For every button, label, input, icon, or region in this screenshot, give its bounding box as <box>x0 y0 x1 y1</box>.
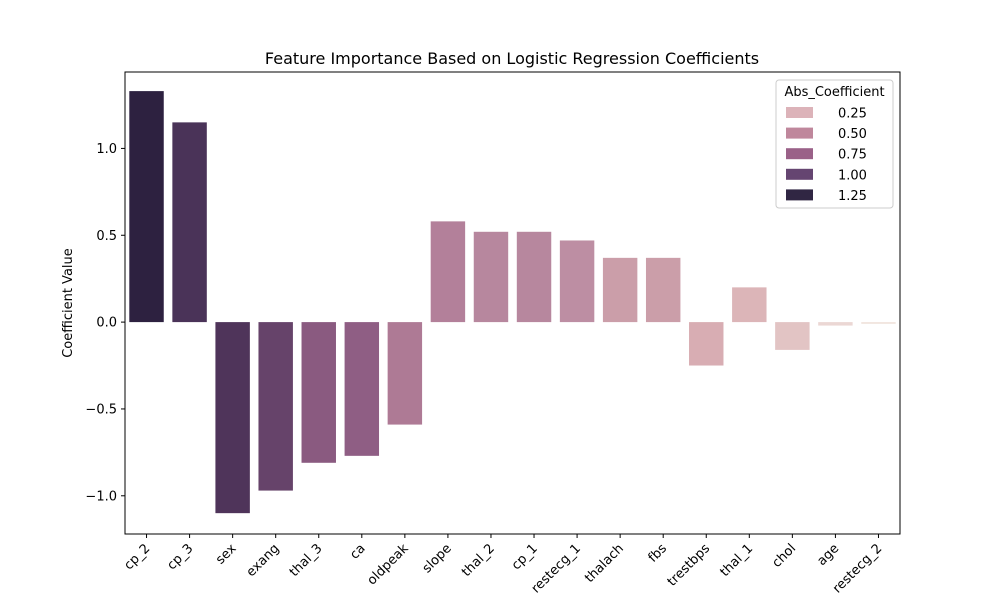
legend: Abs_Coefficient 0.25 0.50 0.75 1.00 1.25 <box>775 79 894 209</box>
legend-title: Abs_Coefficient <box>784 85 884 100</box>
legend-label: 0.75 <box>838 148 867 163</box>
x-tick-label: cp_3 <box>164 541 196 573</box>
x-tick-label: age <box>815 541 843 569</box>
x-tick-label: thal_1 <box>717 541 756 580</box>
bar-thal_1 <box>732 287 767 323</box>
bars-group <box>129 91 896 514</box>
x-tick-label: exang <box>244 541 283 580</box>
x-tick-label: thal_2 <box>459 541 498 580</box>
bar-ca <box>344 322 380 456</box>
plot-frame <box>124 71 901 535</box>
y-tick-label: −1.0 <box>85 489 117 504</box>
bar-thal_3 <box>301 322 336 463</box>
bar-cp_3 <box>172 122 207 323</box>
bar-thal_2 <box>473 231 509 323</box>
bar-cp_2 <box>129 91 164 323</box>
bar-slope <box>430 221 466 323</box>
x-tick-label: oldpeak <box>365 541 412 588</box>
bar-age <box>818 322 853 326</box>
bar-exang <box>258 322 293 491</box>
legend-swatch <box>786 168 813 180</box>
legend-swatch <box>786 189 813 201</box>
x-tick-label: thal_3 <box>287 541 326 580</box>
legend-swatch <box>786 148 813 160</box>
y-tick-label: 0.0 <box>96 316 117 331</box>
legend-label: 0.50 <box>838 127 867 142</box>
y-tick-label: 1.0 <box>96 142 117 157</box>
bar-trestbps <box>689 322 724 366</box>
legend-swatch <box>786 107 813 118</box>
x-tick-label: trestbps <box>665 541 713 589</box>
x-tick-label: cp_1 <box>509 541 541 573</box>
y-axis-ticks: −1.0 −0.5 0.0 0.5 1.0 <box>85 142 125 504</box>
legend-label: 1.25 <box>838 189 867 204</box>
legend-swatch <box>786 127 813 139</box>
legend-label: 1.00 <box>838 168 867 183</box>
bar-oldpeak <box>387 322 423 425</box>
y-tick-label: 0.5 <box>96 229 117 244</box>
chart-title: Feature Importance Based on Logistic Reg… <box>265 49 759 68</box>
y-tick-label: −0.5 <box>85 402 117 417</box>
legend-label: 0.25 <box>838 107 867 122</box>
bar-sex <box>215 322 250 514</box>
x-tick-label: sex <box>213 541 240 568</box>
bar-chol <box>775 322 810 350</box>
bar-thalach <box>602 257 638 323</box>
y-axis-label: Coefficient Value <box>61 248 76 358</box>
x-tick-label: slope <box>420 541 455 576</box>
bar-cp_1 <box>516 231 552 323</box>
x-tick-label: chol <box>770 541 800 571</box>
bar-restecg_2 <box>861 322 896 324</box>
x-tick-label: cp_2 <box>121 541 153 573</box>
x-tick-label: thalach <box>582 541 627 586</box>
bar-fbs <box>645 257 681 323</box>
x-tick-label: ca <box>347 541 368 562</box>
x-tick-label: fbs <box>646 541 671 566</box>
bar-restecg_1 <box>559 240 595 323</box>
